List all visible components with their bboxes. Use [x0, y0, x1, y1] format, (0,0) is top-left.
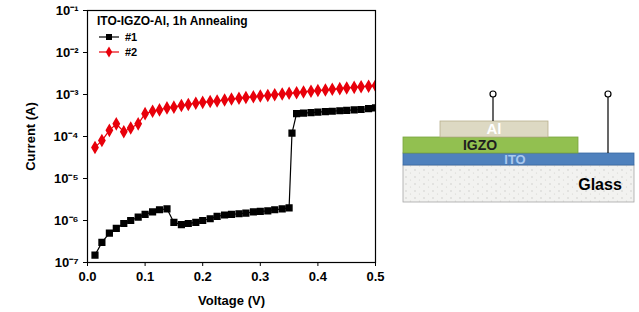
svg-text:10⁻⁴: 10⁻⁴ [54, 129, 79, 144]
svg-text:ITO: ITO [504, 152, 525, 167]
svg-text:10⁻³: 10⁻³ [56, 87, 79, 102]
svg-text:10⁻²: 10⁻² [56, 45, 79, 60]
svg-text:0.4: 0.4 [309, 269, 328, 284]
svg-text:10⁻⁷: 10⁻⁷ [55, 255, 79, 270]
svg-text:#1: #1 [125, 31, 137, 43]
svg-text:Glass: Glass [578, 176, 622, 193]
svg-text:ITO-IGZO-Al, 1h Annealing: ITO-IGZO-Al, 1h Annealing [97, 14, 248, 28]
svg-text:10⁻¹: 10⁻¹ [56, 3, 79, 18]
svg-text:Al: Al [487, 120, 502, 137]
svg-text:0.0: 0.0 [78, 269, 96, 284]
svg-text:IGZO: IGZO [463, 137, 497, 153]
svg-text:Current (A): Current (A) [23, 102, 38, 171]
svg-text:Voltage (V): Voltage (V) [198, 293, 265, 308]
svg-text:0.2: 0.2 [194, 269, 212, 284]
svg-text:0.1: 0.1 [136, 269, 154, 284]
svg-text:10⁻⁶: 10⁻⁶ [54, 213, 78, 228]
svg-text:0.5: 0.5 [366, 269, 384, 284]
svg-text:#2: #2 [125, 46, 137, 58]
svg-text:10⁻⁵: 10⁻⁵ [54, 171, 79, 186]
svg-text:0.3: 0.3 [251, 269, 269, 284]
